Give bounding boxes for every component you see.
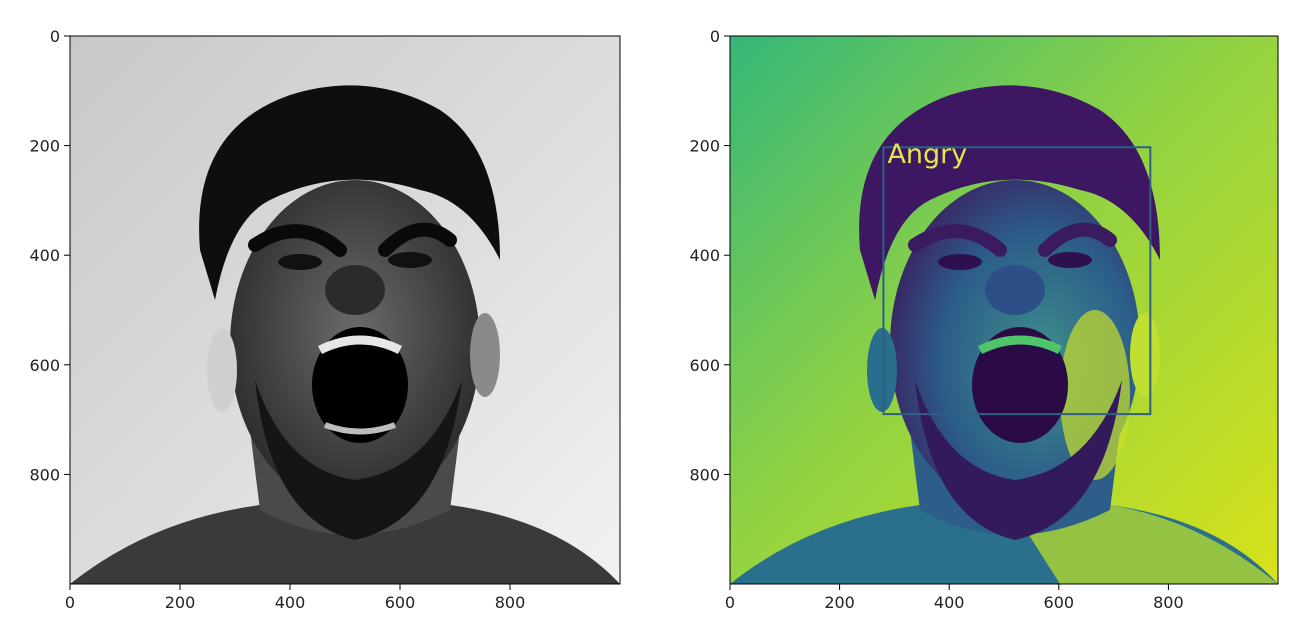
x-tick-label: 600 (385, 593, 416, 612)
x-tick-label: 600 (1044, 593, 1075, 612)
y-tick-label: 800 (29, 465, 60, 484)
detection-box (882, 146, 1152, 416)
y-tick-label: 800 (689, 465, 720, 484)
x-tick-label: 0 (725, 593, 735, 612)
x-tick-label: 0 (65, 593, 75, 612)
y-tick-label: 600 (689, 356, 720, 375)
x-tick-label: 800 (495, 593, 526, 612)
axes-frame (729, 35, 1279, 585)
x-tick-label: 200 (165, 593, 196, 612)
y-tick-label: 600 (29, 356, 60, 375)
y-tick-label: 0 (710, 27, 720, 46)
detection-label: Angry (887, 139, 967, 170)
x-tick-label: 400 (275, 593, 306, 612)
x-tick-label: 200 (824, 593, 855, 612)
y-tick-label: 0 (50, 27, 60, 46)
image-panel-viridis: Angry 0 200 400 600 800 0 200 400 600 800 (689, 27, 1279, 612)
image-panel-grayscale: 0 200 400 600 800 0 200 400 600 800 (29, 27, 621, 612)
x-tick-label: 400 (934, 593, 965, 612)
grayscale-image (70, 36, 620, 584)
y-tick-label: 200 (29, 137, 60, 156)
tick-group: 0 200 400 600 800 0 200 400 600 800 (29, 27, 525, 612)
x-tick-label: 800 (1153, 593, 1184, 612)
y-tick-label: 200 (689, 137, 720, 156)
axes-frame (69, 35, 621, 585)
viridis-image: Angry (730, 36, 1278, 584)
tick-group: 0 200 400 600 800 0 200 400 600 800 (689, 27, 1183, 612)
y-tick-label: 400 (689, 246, 720, 265)
y-tick-label: 400 (29, 246, 60, 265)
